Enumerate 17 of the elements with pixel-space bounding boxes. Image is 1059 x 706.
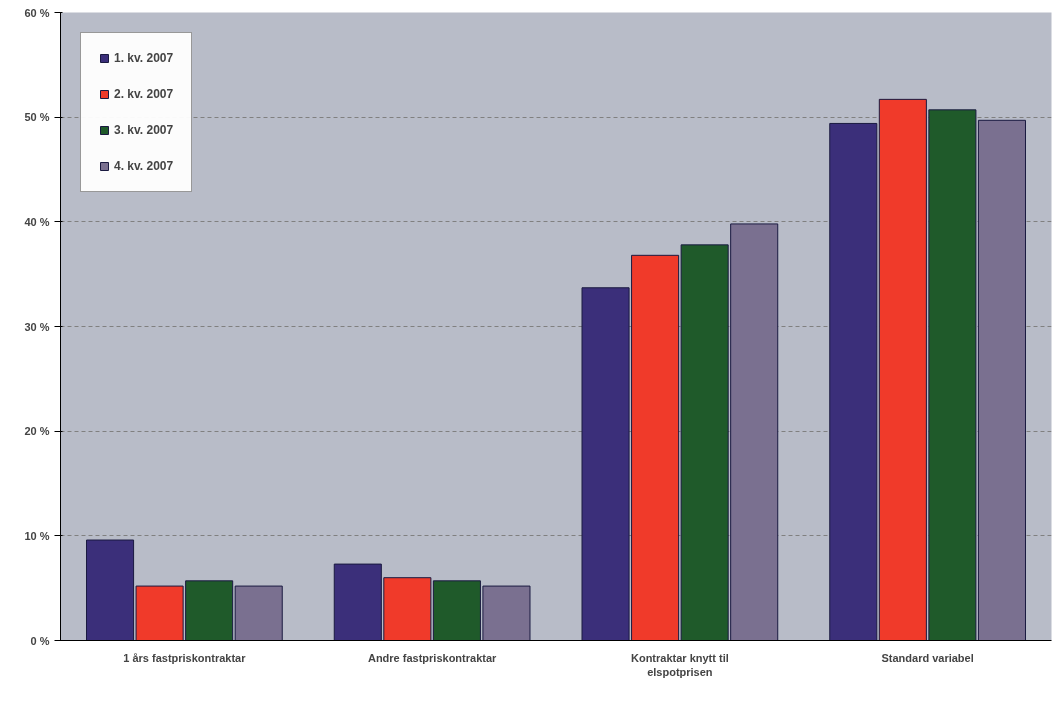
x-tick-label: Andre fastpriskontraktar bbox=[367, 651, 498, 664]
x-tick-label: 1 års fastpriskontraktar bbox=[123, 651, 247, 664]
y-tick-label: 40 % bbox=[24, 215, 50, 228]
bar bbox=[234, 585, 283, 641]
legend-label: 3. kv. 2007 bbox=[114, 123, 174, 137]
y-tick-label: 60 % bbox=[24, 6, 50, 19]
bar bbox=[829, 122, 878, 641]
y-tick-label: 50 % bbox=[24, 111, 50, 124]
y-tick-label: 20 % bbox=[24, 425, 50, 438]
y-tick-label: 10 % bbox=[24, 529, 50, 542]
legend-label: 2. kv. 2007 bbox=[114, 87, 174, 101]
y-tick-label: 30 % bbox=[24, 320, 50, 333]
y-tick-label: 0 % bbox=[30, 634, 50, 647]
x-tick-label: Standard variabel bbox=[881, 651, 974, 664]
legend-label: 1. kv. 2007 bbox=[114, 51, 174, 65]
x-tick-label: Kontraktar knytt til elspotprisen bbox=[630, 651, 729, 678]
legend-label: 4. kv. 2007 bbox=[114, 159, 174, 173]
